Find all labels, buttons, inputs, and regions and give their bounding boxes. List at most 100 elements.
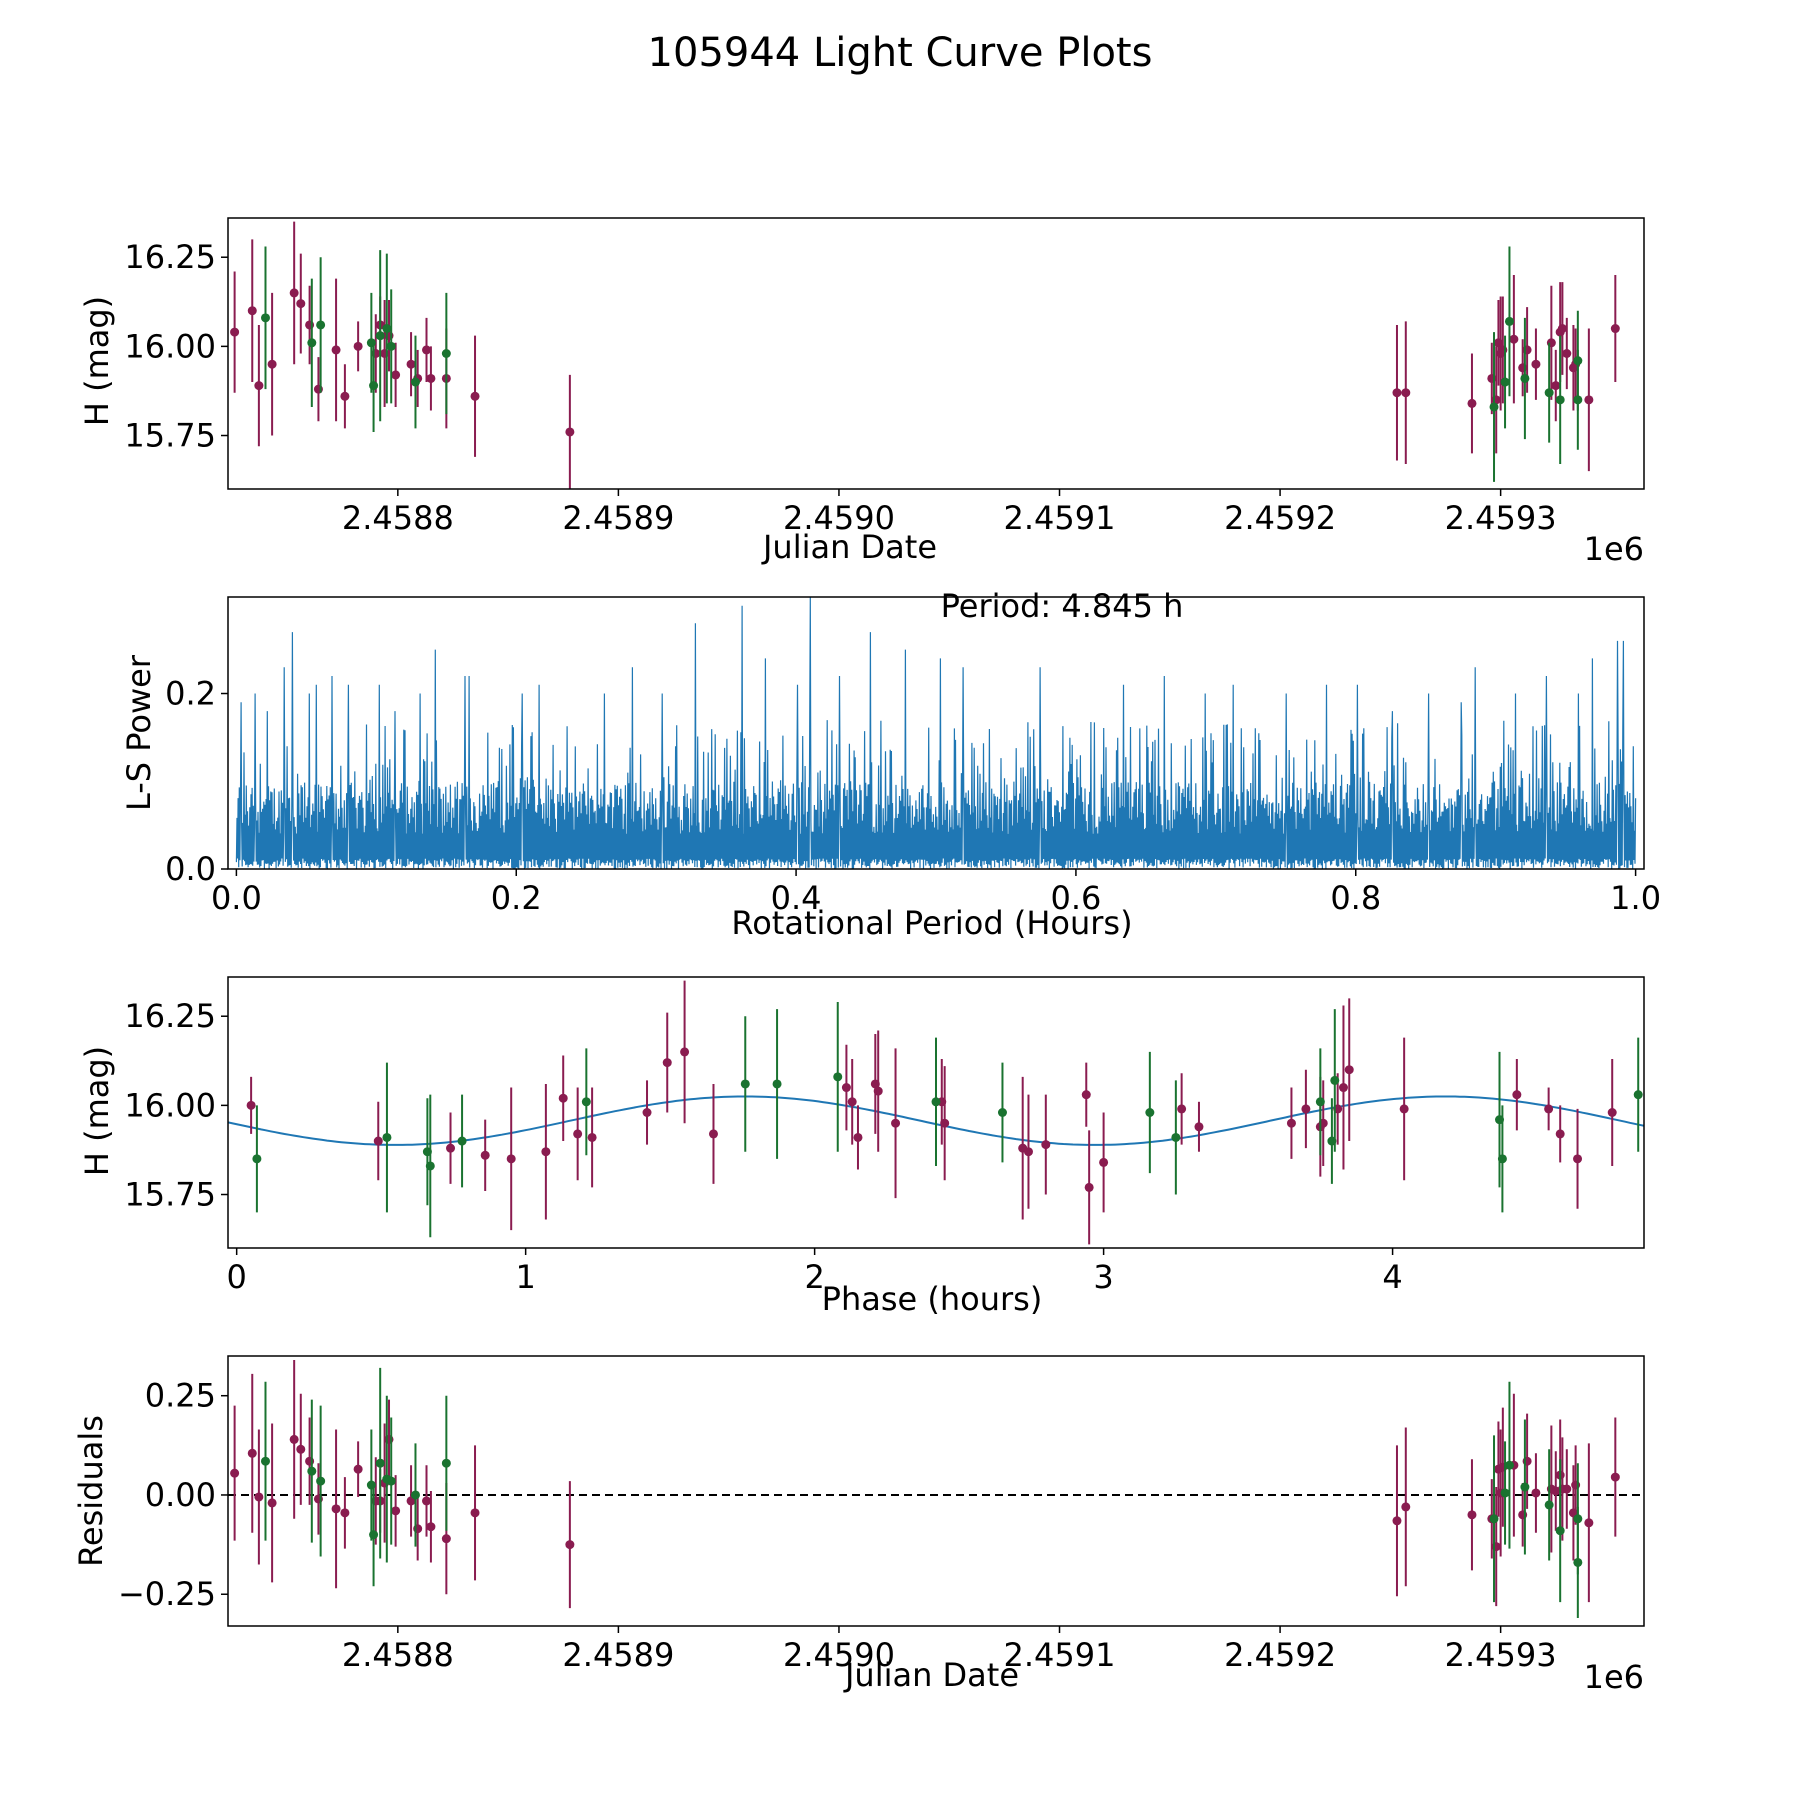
- phased-xtick-label: 4: [1382, 1258, 1402, 1296]
- lightcurve-point-g: [307, 338, 317, 348]
- residuals-point-r: [1531, 1488, 1541, 1498]
- residuals-point-r: [426, 1522, 436, 1532]
- lightcurve-point-r: [1509, 334, 1519, 344]
- phased-xtick-label: 2: [804, 1258, 824, 1296]
- residuals-ytick-label: −0.25: [118, 1575, 216, 1613]
- lightcurve-ytick-label: 15.75: [124, 417, 216, 455]
- lightcurve-point-r: [391, 370, 401, 380]
- residuals-point-r: [1562, 1484, 1572, 1494]
- residuals-point-r: [1467, 1510, 1477, 1520]
- lightcurve-point-g: [369, 381, 379, 391]
- residuals-point-g: [375, 1458, 385, 1468]
- lightcurve-point-r: [1610, 324, 1620, 334]
- lightcurve-point-r: [340, 391, 350, 401]
- lightcurve-point-r: [565, 427, 575, 437]
- phased-point-r: [1177, 1104, 1187, 1114]
- phased-point-r: [373, 1136, 383, 1146]
- lightcurve-xtick-label: 2.4588: [342, 499, 454, 537]
- phased-ytick-label: 16.25: [124, 997, 216, 1035]
- phased-point-g: [1330, 1075, 1340, 1085]
- phased-point-r: [708, 1129, 718, 1139]
- lightcurve-point-r: [230, 327, 240, 337]
- lightcurve-xlabel: Julian Date: [761, 528, 937, 566]
- lightcurve-point-r: [1557, 324, 1567, 334]
- residuals-point-g: [1500, 1488, 1510, 1498]
- residuals-point-r: [331, 1504, 341, 1514]
- residuals-point-r: [340, 1508, 350, 1518]
- residuals-point-r: [391, 1506, 401, 1516]
- period-annotation: Period: 4.845 h: [941, 587, 1184, 625]
- lightcurve-xtick-label: 2.4590: [783, 499, 895, 537]
- phased-point-g: [1497, 1154, 1507, 1164]
- lightcurve-point-r: [247, 306, 257, 316]
- residuals-point-g: [260, 1456, 270, 1466]
- lightcurve-axes-frame: [227, 217, 1645, 490]
- lightcurve-point-g: [1520, 373, 1530, 383]
- lightcurve-point-r: [1467, 398, 1477, 408]
- phased-point-g: [457, 1136, 467, 1146]
- phased-point-r: [1338, 1083, 1348, 1093]
- residuals-xtick-label: 2.4588: [342, 1636, 454, 1674]
- residuals-ytick-label: 0.00: [145, 1476, 216, 1514]
- phased-plot-area: [228, 980, 1644, 1245]
- phased-point-g: [833, 1072, 843, 1082]
- residuals-point-r: [441, 1534, 451, 1544]
- periodogram-xtick-label: 0.2: [491, 879, 542, 917]
- residuals-point-g: [369, 1530, 379, 1540]
- lightcurve-xtick-label: 2.4589: [562, 499, 674, 537]
- periodogram-xtick-label: 0.6: [1050, 879, 1101, 917]
- phased-point-r: [446, 1143, 456, 1153]
- residuals-point-r: [565, 1540, 575, 1550]
- lightcurve-offset-label: 1e6: [1584, 530, 1644, 568]
- phased-xlabel: Phase (hours): [822, 1280, 1043, 1318]
- phased-point-g: [1315, 1097, 1325, 1107]
- residuals-xtick-label: 2.4589: [562, 1636, 674, 1674]
- residuals-point-r: [1401, 1502, 1411, 1512]
- phased-point-r: [662, 1058, 672, 1068]
- residuals-offset-label: 1e6: [1584, 1658, 1644, 1696]
- phased-ytick-label: 15.75: [124, 1176, 216, 1214]
- periodogram-ylabel: L-S Power: [120, 654, 158, 811]
- phased-point-r: [1286, 1118, 1296, 1128]
- figure-title: 105944 Light Curve Plots: [648, 30, 1153, 76]
- phased-point-g: [252, 1154, 262, 1164]
- phased-panel: Phase (hours) H (mag) 0 1 2 3 4 15.75 16.00 16.…: [78, 976, 1645, 1318]
- residuals-point-r: [267, 1498, 277, 1508]
- lightcurve-point-g: [260, 313, 270, 323]
- lightcurve-point-r: [331, 345, 341, 355]
- residuals-point-r: [470, 1508, 480, 1518]
- phased-point-r: [1301, 1104, 1311, 1114]
- periodogram-xtick-label: 0.0: [211, 879, 262, 917]
- phased-point-r: [1555, 1129, 1565, 1139]
- residuals-point-g: [1504, 1460, 1514, 1470]
- lightcurve-point-r: [353, 341, 363, 351]
- phased-point-r: [506, 1154, 516, 1164]
- lightcurve-xtick-label: 2.4592: [1224, 499, 1336, 537]
- phased-point-r: [1512, 1090, 1522, 1100]
- phased-point-r: [1081, 1090, 1091, 1100]
- lightcurve-point-r: [1392, 388, 1402, 398]
- residuals-xtick-label: 2.4591: [1004, 1636, 1116, 1674]
- phased-point-g: [997, 1108, 1007, 1117]
- phased-point-r: [573, 1129, 583, 1139]
- phased-xtick-label: 1: [515, 1258, 535, 1296]
- lightcurve-point-g: [410, 377, 420, 387]
- lightcurve-point-r: [470, 391, 480, 401]
- phased-point-r: [1607, 1108, 1617, 1117]
- lightcurve-point-g: [441, 349, 451, 358]
- residuals-point-g: [1555, 1526, 1565, 1536]
- lightcurve-point-g: [1555, 395, 1565, 405]
- phased-point-r: [1399, 1104, 1409, 1114]
- residuals-xtick-label: 2.4592: [1224, 1636, 1336, 1674]
- phased-point-g: [772, 1079, 782, 1089]
- phased-point-g: [425, 1161, 435, 1171]
- phased-point-r: [558, 1093, 568, 1103]
- lightcurve-ytick-label: 16.25: [124, 238, 216, 276]
- lightcurve-ytick-label: 16.00: [124, 327, 216, 365]
- residuals-point-r: [1610, 1472, 1620, 1482]
- lightcurve-point-g: [375, 331, 385, 341]
- lightcurve-panel: Julian Date H (mag) 1e6 2.4588 2.4589 2.45…: [78, 217, 1645, 568]
- phased-xtick-label: 3: [1093, 1258, 1113, 1296]
- residuals-point-r: [353, 1464, 363, 1474]
